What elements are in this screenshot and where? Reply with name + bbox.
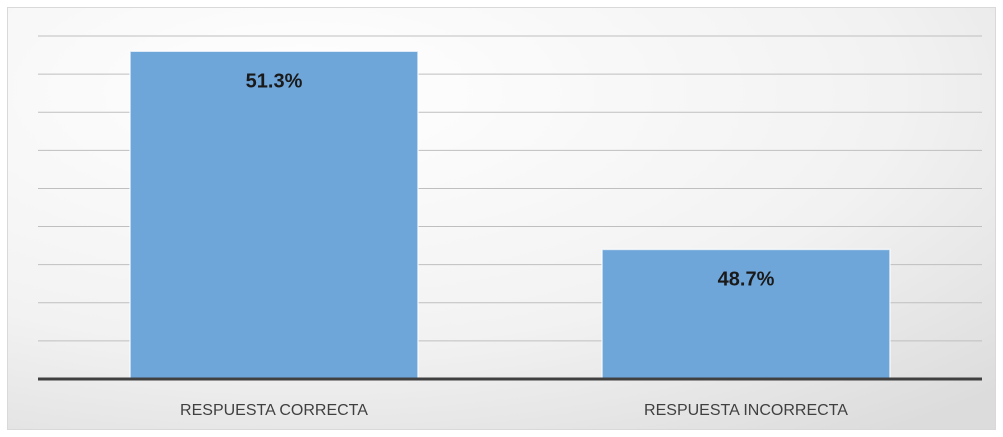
bar	[129, 50, 419, 380]
value-label: 51.3%	[246, 71, 303, 93]
x-tick-label: RESPUESTA INCORRECTA	[644, 402, 848, 419]
x-tick-label: RESPUESTA CORRECTA	[180, 402, 368, 419]
value-label: 48.7%	[718, 269, 775, 291]
